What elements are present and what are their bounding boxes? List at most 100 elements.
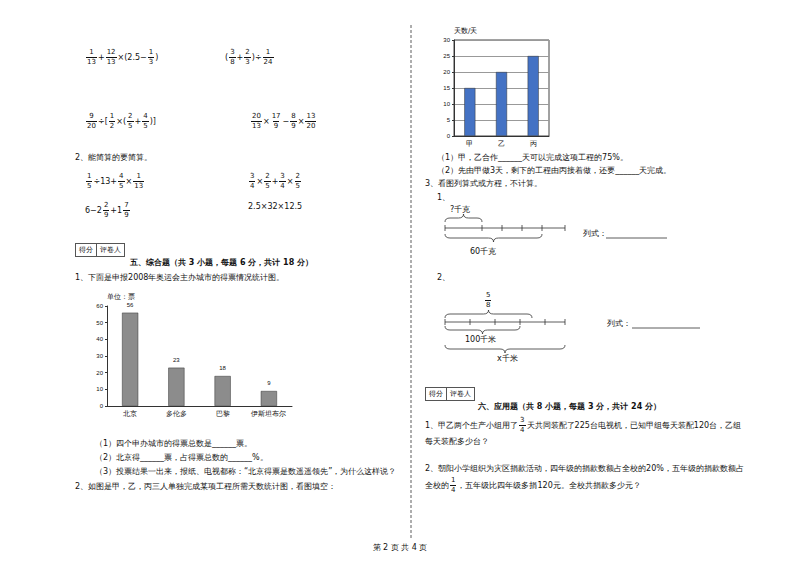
svg-text:10: 10 bbox=[96, 386, 103, 392]
svg-text:0: 0 bbox=[100, 403, 104, 409]
svg-text:9: 9 bbox=[267, 380, 271, 386]
svg-text:甲: 甲 bbox=[466, 140, 473, 148]
html-text:9+1: 9+1 bbox=[103, 206, 123, 219]
svg-text:丙: 丙 bbox=[530, 140, 537, 148]
html-text:2: 2 bbox=[103, 201, 109, 209]
svg-text:50: 50 bbox=[96, 320, 103, 326]
html-text:（1）甲，乙合作______天可以完成这项工程的75%。: （1）甲，乙合作______天可以完成这项工程的75%。 bbox=[437, 153, 628, 162]
html-text:1: 1 bbox=[109, 112, 115, 120]
html-text:1、甲乙两个生产小组用了: 1、甲乙两个生产小组用了 bbox=[425, 421, 519, 430]
html-text:3: 3 bbox=[250, 172, 255, 180]
svg-text:伊斯坦布尔: 伊斯坦布尔 bbox=[251, 410, 286, 418]
svg-text:15: 15 bbox=[443, 85, 450, 91]
html-text:20÷[: 20÷[ bbox=[87, 117, 108, 130]
html-text:5+: 5+ bbox=[265, 177, 279, 190]
svg-text:23: 23 bbox=[173, 357, 180, 363]
html-text:12: 12 bbox=[106, 48, 116, 56]
html-text:5+: 5+ bbox=[128, 117, 142, 130]
html-text:4，五年级比四年级多捐120元。全校共捐款多少元？: 4，五年级比四年级多捐120元。全校共捐款多少元？ bbox=[451, 481, 641, 494]
html-text:3、看图列算式或方程，不计算。: 3、看图列算式或方程，不计算。 bbox=[425, 179, 543, 188]
html-text:2: 2 bbox=[295, 172, 300, 180]
html-text:2、: 2、 bbox=[437, 273, 451, 282]
svg-text:多伦多: 多伦多 bbox=[166, 410, 187, 418]
svg-text:40: 40 bbox=[96, 336, 103, 342]
html-text:3: 3 bbox=[230, 48, 235, 56]
html-text:2、朝阳小学组织为灾区捐款活动，四年级的捐款数额占全校的20: 2、朝阳小学组织为灾区捐款活动，四年级的捐款数额占全校的20%，五年级的捐款数额… bbox=[425, 464, 744, 490]
html-text:5÷13+: 5÷13+ bbox=[87, 177, 118, 190]
html-text:13: 13 bbox=[306, 112, 316, 120]
html-text:60千克: 60千克 bbox=[470, 247, 497, 256]
html-text:（3）投票结果一出来，报纸、电视都称：“北京得票是数遥遥领先: （3）投票结果一出来，报纸、电视都称：“北京得票是数遥遥领先”，为什么这样说？ bbox=[95, 467, 397, 476]
html-text:五、综合题（共 3 小题，每题 6 分，共计 18 分）: 五、综合题（共 3 小题，每题 6 分，共计 18 分） bbox=[130, 258, 313, 267]
html-text:2、如图是甲，乙，丙三人单独完成某项工程所需天数统计图，看图: 2、如图是甲，乙，丙三人单独完成某项工程所需天数统计图，看图填空： bbox=[75, 482, 337, 491]
html-text:2×(: 2×( bbox=[109, 117, 126, 130]
html-text:1、: 1、 bbox=[437, 193, 451, 202]
html-text:20: 20 bbox=[306, 122, 316, 130]
svg-text:30: 30 bbox=[96, 353, 103, 359]
html-text:评卷人: 评卷人 bbox=[450, 390, 471, 398]
html-text:第 2 页 共 4 页: 第 2 页 共 4 页 bbox=[372, 543, 428, 552]
html-text:1: 1 bbox=[87, 172, 92, 180]
html-text:6−2: 6−2 bbox=[85, 206, 102, 215]
html-text:（1）四个申办城市的得票总数是______票。: （1）四个申办城市的得票总数是______票。 bbox=[95, 439, 253, 448]
svg-text:0: 0 bbox=[447, 133, 451, 139]
html-text:24: 24 bbox=[263, 58, 273, 66]
html-text:13×: 13× bbox=[252, 117, 270, 130]
html-text:列式：: 列式： bbox=[607, 319, 631, 328]
svg-text:北京: 北京 bbox=[123, 410, 137, 418]
html-text:8: 8 bbox=[291, 112, 296, 120]
html-text:8+: 8+ bbox=[230, 53, 244, 66]
html-text:4天共同装配了225台电视机，已知甲组每天装配120台，乙组: 4天共同装配了225台电视机，已知甲组每天装配120台，乙组每天装配多少台？ bbox=[425, 421, 742, 446]
html-text:x千米: x千米 bbox=[497, 354, 518, 363]
html-text:2: 2 bbox=[245, 48, 250, 56]
html-text:得分: 得分 bbox=[429, 390, 443, 398]
html-text:4×: 4× bbox=[250, 177, 264, 190]
svg-text:60: 60 bbox=[96, 303, 103, 309]
html-text:13×(2.5−: 13×(2.5− bbox=[106, 53, 147, 66]
svg-text:天数/天: 天数/天 bbox=[454, 27, 477, 35]
html-text:评卷人: 评卷人 bbox=[100, 246, 121, 254]
html-text:4×: 4× bbox=[280, 177, 294, 190]
svg-text:巴黎: 巴黎 bbox=[216, 410, 230, 418]
html-text:1、下面是申报2008年奥运会主办城市的得票情况统计图。: 1、下面是申报2008年奥运会主办城市的得票情况统计图。 bbox=[75, 273, 285, 282]
svg-text:5: 5 bbox=[447, 117, 451, 123]
html-text:5)]: 5)] bbox=[143, 117, 156, 130]
svg-text:30: 30 bbox=[443, 37, 450, 43]
html-text:100千米: 100千米 bbox=[465, 335, 497, 344]
html-text:2.5×32×12.5: 2.5×32×12.5 bbox=[248, 202, 303, 211]
html-text:13: 13 bbox=[134, 182, 144, 190]
svg-text:10: 10 bbox=[443, 101, 450, 107]
svg-text:18: 18 bbox=[219, 365, 226, 371]
svg-text:20: 20 bbox=[96, 370, 103, 376]
html-text:六、应用题（共 8 小题，每题 3 分，共计 24 分）: 六、应用题（共 8 小题，每题 3 分，共计 24 分） bbox=[478, 402, 661, 411]
html-text:得分: 得分 bbox=[79, 246, 93, 254]
html-text:5×: 5× bbox=[119, 177, 133, 190]
svg-text:乙: 乙 bbox=[498, 140, 505, 148]
html-text:17: 17 bbox=[271, 112, 281, 120]
html-text:?千克: ?千克 bbox=[450, 205, 471, 214]
html-text:3: 3 bbox=[280, 172, 285, 180]
html-text:2: 2 bbox=[265, 172, 270, 180]
svg-text:25: 25 bbox=[443, 53, 450, 59]
svg-text:56: 56 bbox=[127, 302, 134, 308]
html-text:1: 1 bbox=[89, 48, 94, 56]
html-text:9×: 9× bbox=[291, 117, 305, 130]
html-text:2、能简算的要简算。: 2、能简算的要简算。 bbox=[75, 153, 153, 162]
html-text:列式：: 列式： bbox=[583, 229, 607, 238]
html-text:13+: 13+ bbox=[87, 53, 105, 66]
html-text:4: 4 bbox=[119, 172, 124, 180]
html-text:2: 2 bbox=[128, 112, 133, 120]
html-text:3)÷: 3)÷ bbox=[245, 53, 262, 66]
svg-text:单位：票: 单位：票 bbox=[107, 293, 135, 301]
html-text:（2）北京得______票，占得票总数的______%。: （2）北京得______票，占得票总数的______%。 bbox=[95, 453, 268, 462]
html-text:1: 1 bbox=[265, 48, 271, 56]
html-text:3): 3) bbox=[148, 53, 159, 66]
html-text:9: 9 bbox=[89, 112, 94, 120]
html-text:9 −: 9 − bbox=[273, 117, 290, 130]
html-text:（2）先由甲做3天，剩下的工程由丙接着做，还要______天: （2）先由甲做3天，剩下的工程由丙接着做，还要______天完成。 bbox=[437, 166, 672, 175]
html-text:4: 4 bbox=[143, 112, 148, 120]
html-text:20: 20 bbox=[252, 112, 261, 120]
svg-text:20: 20 bbox=[443, 69, 450, 75]
html-text:1: 1 bbox=[136, 172, 141, 180]
html-text:1: 1 bbox=[148, 48, 154, 56]
